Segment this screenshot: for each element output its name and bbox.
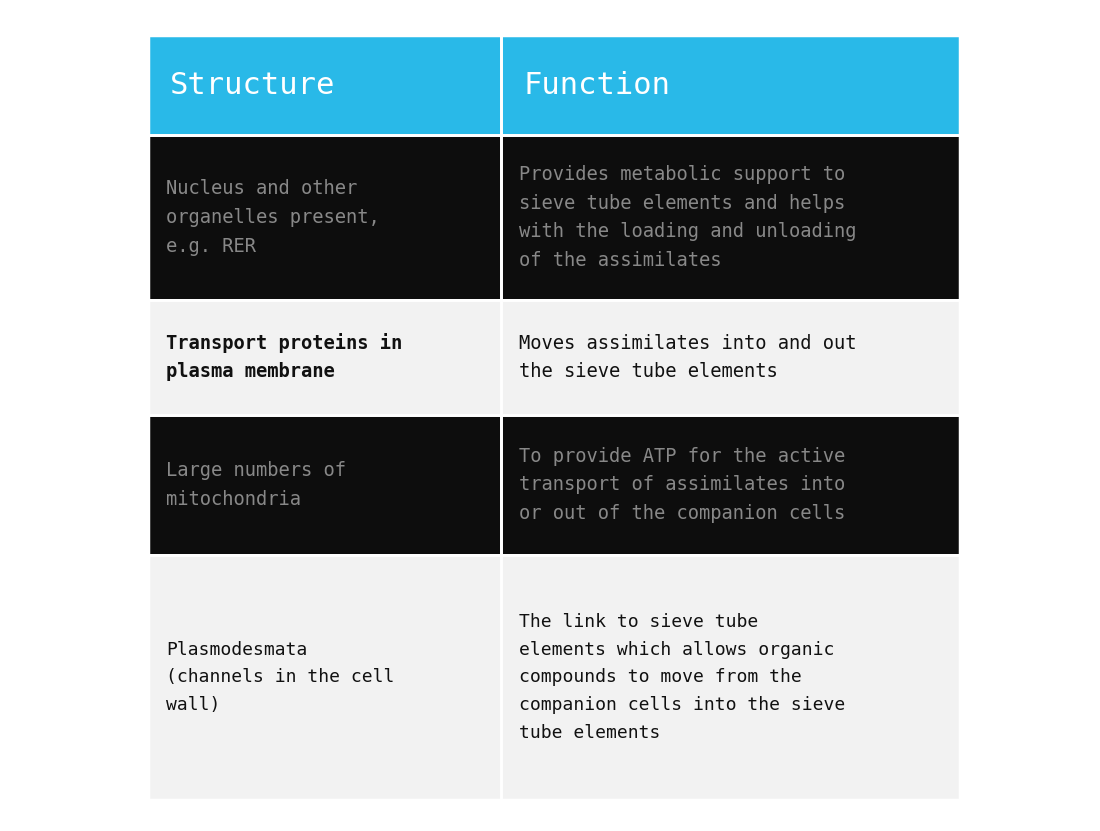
Text: organelles present,: organelles present, [166,208,380,227]
Bar [502,35,960,135]
Bar [502,300,960,415]
Bar [148,300,502,415]
Text: companion cells into the sieve: companion cells into the sieve [519,696,846,714]
Text: sieve tube elements and helps: sieve tube elements and helps [519,194,846,213]
Text: plasma membrane: plasma membrane [166,362,334,381]
Text: wall): wall) [166,696,220,714]
Text: Provides metabolic support to: Provides metabolic support to [519,165,846,184]
Text: Moves assimilates into and out: Moves assimilates into and out [519,333,857,352]
Text: or out of the companion cells: or out of the companion cells [519,504,846,524]
Text: with the loading and unloading: with the loading and unloading [519,223,857,241]
Text: Nucleus and other: Nucleus and other [166,179,358,199]
Text: e.g. RER: e.g. RER [166,237,256,256]
Text: Structure: Structure [170,71,336,100]
Text: Plasmodesmata: Plasmodesmata [166,641,307,659]
Text: Large numbers of: Large numbers of [166,461,346,480]
Text: tube elements: tube elements [519,724,661,742]
Bar [148,35,960,800]
Bar [502,415,960,555]
Text: (channels in the cell: (channels in the cell [166,668,395,686]
Bar [148,135,502,300]
Text: Transport proteins in: Transport proteins in [166,333,403,353]
Text: compounds to move from the: compounds to move from the [519,668,802,686]
Text: the sieve tube elements: the sieve tube elements [519,362,778,381]
Bar [502,135,960,300]
Text: transport of assimilates into: transport of assimilates into [519,475,846,494]
Text: The link to sieve tube: The link to sieve tube [519,613,759,631]
Text: Function: Function [524,71,670,100]
Text: To provide ATP for the active: To provide ATP for the active [519,447,846,465]
Bar [148,555,502,800]
Text: mitochondria: mitochondria [166,490,301,509]
Bar [502,555,960,800]
Text: elements which allows organic: elements which allows organic [519,641,835,659]
Bar [148,415,502,555]
Text: of the assimilates: of the assimilates [519,251,722,270]
Bar [148,35,502,135]
